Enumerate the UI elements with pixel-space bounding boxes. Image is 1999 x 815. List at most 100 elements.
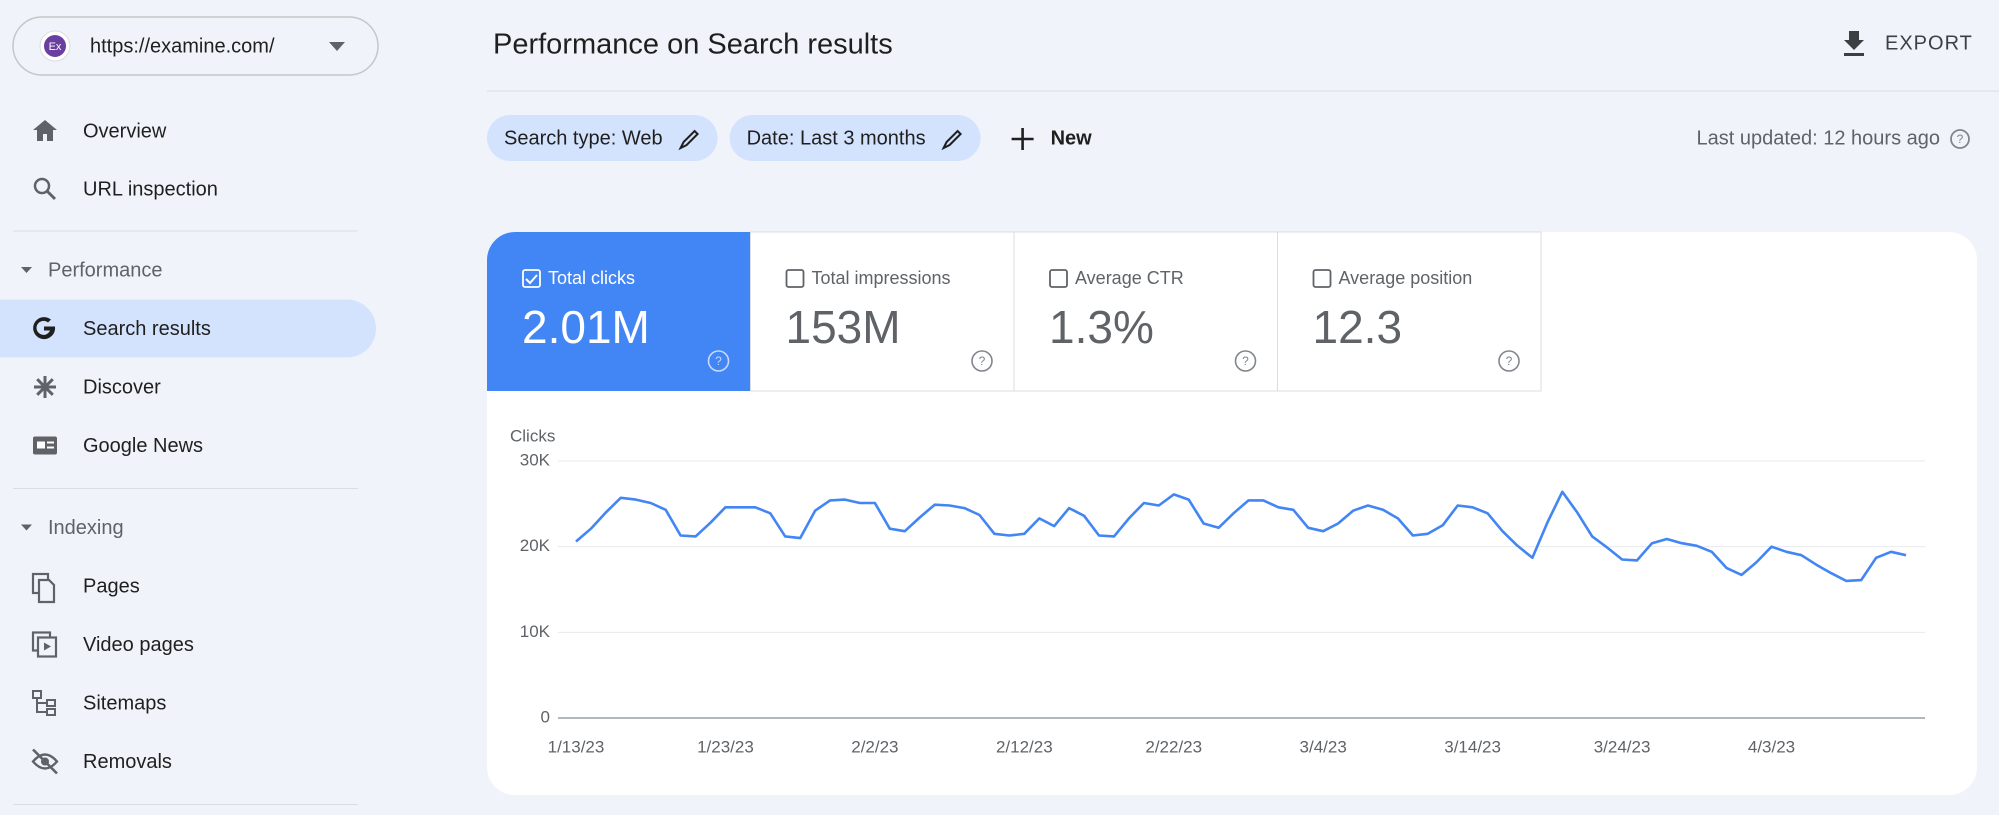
x-tick-label: 1/13/23 [548, 737, 605, 756]
filter-chip[interactable]: Date: Last 3 months [729, 115, 981, 161]
icon [36, 378, 54, 396]
nav-selected [0, 299, 376, 358]
checkbox [1049, 269, 1068, 288]
dropdown-caret [329, 42, 345, 51]
chip-bg [729, 115, 981, 161]
metric-tile[interactable]: Average CTR 1.3%? [1013, 231, 1278, 392]
icon [36, 698, 47, 713]
icon [44, 642, 51, 651]
plus-icon [1011, 128, 1034, 150]
icon [47, 441, 54, 444]
chip-label: Search type: Web [504, 127, 663, 149]
nav-label: Google News [83, 435, 203, 457]
nav-item[interactable]: Sitemaps [32, 690, 166, 716]
icon [45, 189, 57, 201]
icon [33, 120, 57, 141]
x-tick-label: 2/2/23 [851, 737, 898, 756]
nav-label: Pages [83, 575, 140, 597]
x-tick-label: 2/12/23 [996, 737, 1053, 756]
x-tick-label: 3/24/23 [1594, 737, 1651, 756]
nav-label: URL inspection [83, 178, 218, 200]
icon [37, 578, 56, 604]
property-url: https://examine.com/ [90, 35, 275, 57]
icon [32, 748, 58, 775]
icon [33, 317, 56, 340]
x-tick-label: 4/3/23 [1748, 737, 1795, 756]
nav-label: Removals [83, 751, 172, 773]
edit-icon [941, 129, 963, 151]
section-caret [21, 524, 32, 531]
icon [37, 441, 45, 449]
metric-value: 153M [786, 301, 901, 353]
icon [33, 177, 51, 195]
selector-pill [12, 16, 379, 76]
check-mark [525, 274, 538, 285]
nav-label: Sitemaps [83, 692, 166, 714]
y-axis-label: Clicks [510, 426, 555, 445]
tile-bg [1277, 231, 1542, 392]
help-icon [971, 350, 993, 372]
export-button[interactable]: EXPORT [1844, 31, 1973, 56]
tile-bg [750, 231, 1015, 392]
help-icon [1950, 129, 1970, 149]
x-tick-label: 3/4/23 [1300, 737, 1347, 756]
nav-label: Video pages [83, 634, 194, 656]
metric-tile[interactable]: Total clicks 2.01M? [487, 232, 751, 391]
x-tick-label: 2/22/23 [1145, 737, 1202, 756]
filter-chip[interactable]: Search type: Web [487, 115, 718, 161]
metric-label: Average position [1339, 268, 1473, 288]
nav-item[interactable]: Pages [31, 572, 140, 604]
metric-label: Average CTR [1075, 268, 1184, 288]
new-label: New [1051, 127, 1093, 149]
nav-item[interactable]: Discover [34, 376, 161, 398]
page-title: Performance on Search results [493, 29, 893, 61]
nav-label: Discover [83, 376, 161, 398]
icon [47, 446, 54, 449]
metric-value: 12.3 [1313, 301, 1403, 353]
tile-bg [1013, 231, 1278, 392]
nav-item[interactable]: Google News [33, 435, 203, 457]
y-tick-label: 10K [520, 622, 551, 641]
checkbox [785, 269, 805, 288]
section-title: Performance [48, 259, 163, 281]
nav-item[interactable]: Video pages [31, 631, 194, 658]
section-header[interactable]: Performance [21, 259, 163, 281]
metric-tile[interactable]: Average position 12.3? [1277, 231, 1542, 392]
property-icon-text: Ex [49, 41, 62, 53]
section-header[interactable]: Indexing [21, 517, 124, 539]
help-glyph-icon: ? [1242, 354, 1249, 368]
nav-item[interactable]: Search results [0, 299, 376, 358]
help-icon [1498, 350, 1520, 372]
metric-label: Total clicks [548, 268, 635, 288]
chip-bg [487, 115, 718, 161]
help-glyph-icon: ? [979, 354, 986, 368]
section-caret [21, 267, 32, 273]
y-tick-label: 30K [520, 450, 551, 469]
nav-item[interactable]: Removals [31, 748, 172, 775]
property-selector[interactable]: Ex https://examine.com/ [12, 16, 379, 76]
nav-item[interactable]: URL inspection [33, 177, 218, 201]
x-tick-label: 1/23/23 [697, 737, 754, 756]
export-icon [1844, 31, 1864, 56]
metric-label: Total impressions [812, 268, 951, 288]
new-filter[interactable]: New [1011, 127, 1093, 150]
help-glyph-icon: ? [715, 354, 722, 368]
clicks-line [575, 490, 1907, 583]
metric-value: 1.3% [1049, 301, 1154, 353]
nav-item[interactable]: Overview [33, 120, 167, 142]
last-updated: Last updated: 12 hours ago [1696, 127, 1940, 149]
y-tick-label: 0 [541, 707, 550, 726]
nav-label: Overview [83, 120, 167, 142]
checkbox [1312, 269, 1332, 288]
x-tick-label: 3/14/23 [1444, 737, 1501, 756]
chip-label: Date: Last 3 months [747, 127, 926, 149]
y-tick-label: 20K [520, 536, 551, 555]
metric-value: 2.01M [522, 301, 650, 353]
help-icon [1234, 350, 1257, 372]
section-title: Indexing [48, 517, 124, 539]
metric-tile[interactable]: Total impressions 153M? [750, 231, 1015, 392]
help-glyph-icon: ? [1506, 354, 1513, 368]
nav-label: Search results [83, 318, 211, 340]
edit-icon [678, 129, 700, 151]
